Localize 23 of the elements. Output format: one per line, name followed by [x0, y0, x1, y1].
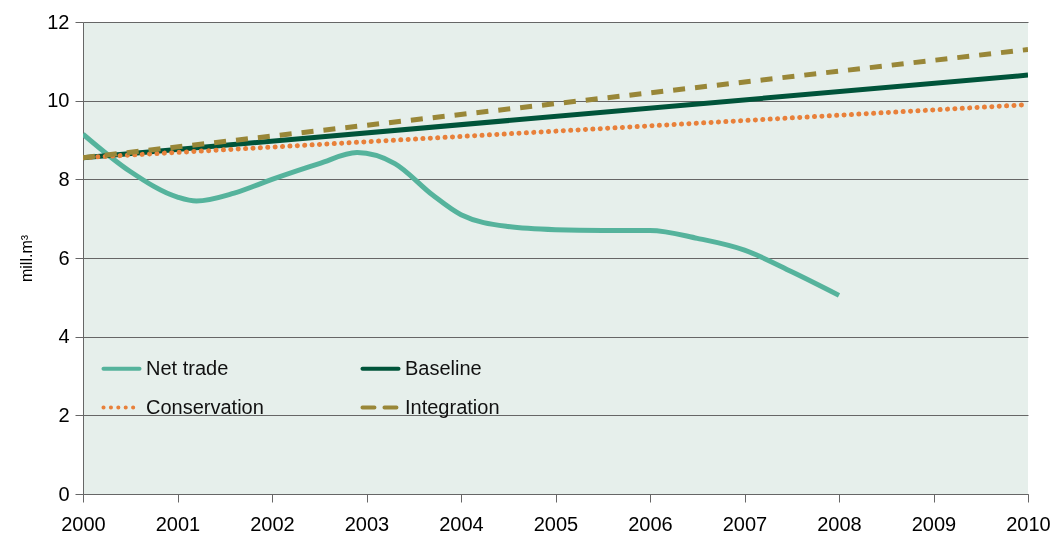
y-tick-label: 8	[58, 167, 70, 190]
x-tick-label: 2001	[155, 512, 201, 535]
y-tick-label: 10	[47, 89, 70, 112]
legend-label: Baseline	[405, 356, 482, 379]
x-tick-label: 2005	[533, 512, 579, 535]
legend-label: Conservation	[146, 395, 264, 418]
x-tick-label: 2010	[1006, 512, 1051, 535]
legend-label: Integration	[405, 395, 500, 418]
x-tick-label: 2006	[628, 512, 673, 535]
y-tick-label: 2	[58, 403, 70, 426]
y-tick-label: 6	[58, 246, 70, 269]
x-tick-label: 2003	[344, 512, 390, 535]
x-tick-label: 2007	[722, 512, 768, 535]
y-axis-title: mill.m³	[18, 234, 36, 283]
x-tick-label: 2009	[911, 512, 957, 535]
x-tick-label: 2004	[439, 512, 484, 535]
y-tick-label: 12	[47, 10, 70, 33]
legend-label: Net trade	[146, 356, 229, 379]
y-tick-label: 0	[58, 482, 70, 505]
x-tick-label: 2008	[817, 512, 862, 535]
y-tick-label: 4	[58, 325, 70, 348]
x-tick-label: 2000	[61, 512, 106, 535]
x-tick-label: 2002	[250, 512, 295, 535]
